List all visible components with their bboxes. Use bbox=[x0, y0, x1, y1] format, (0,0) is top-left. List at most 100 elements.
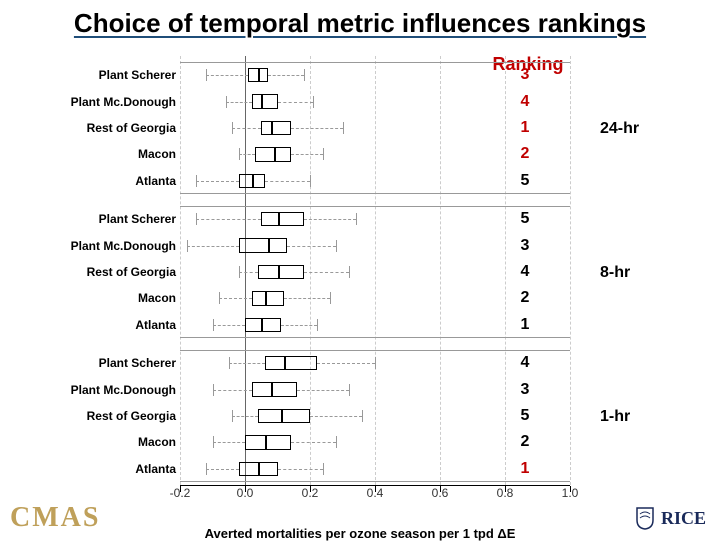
box-part bbox=[187, 240, 188, 252]
xtick-label: 0.0 bbox=[237, 486, 254, 500]
panel-label: 24-hr bbox=[600, 120, 639, 138]
box-part bbox=[213, 390, 252, 391]
box-part bbox=[258, 68, 260, 83]
box-part bbox=[281, 409, 283, 424]
box-part bbox=[281, 325, 317, 326]
box-part bbox=[278, 265, 280, 280]
box-part bbox=[343, 122, 344, 134]
panel-label: 8-hr bbox=[600, 264, 630, 282]
box-part bbox=[213, 325, 246, 326]
box-part bbox=[284, 298, 330, 299]
box-part bbox=[317, 319, 318, 331]
box-part bbox=[239, 266, 240, 278]
category-label: Atlanta bbox=[6, 462, 176, 476]
box-part bbox=[261, 121, 290, 136]
xtick-label: 0.6 bbox=[432, 486, 449, 500]
box-part bbox=[206, 75, 248, 76]
box-part bbox=[258, 265, 304, 280]
category-label: Plant Mc.Donough bbox=[6, 239, 176, 253]
rank-value: 1 bbox=[500, 316, 550, 334]
box-part bbox=[252, 94, 278, 109]
box-part bbox=[323, 148, 324, 160]
box-part bbox=[336, 436, 337, 448]
box-part bbox=[232, 128, 261, 129]
panel-label: 1-hr bbox=[600, 408, 630, 426]
box-part bbox=[268, 238, 270, 253]
box-part bbox=[258, 462, 260, 477]
box-part bbox=[265, 356, 317, 371]
xtick-label: 0.2 bbox=[302, 486, 319, 500]
box-part bbox=[291, 154, 324, 155]
box-part bbox=[219, 298, 252, 299]
box-part bbox=[252, 174, 254, 189]
box-part bbox=[239, 238, 288, 253]
gridline bbox=[570, 56, 571, 485]
category-label: Plant Mc.Donough bbox=[6, 383, 176, 397]
box-part bbox=[271, 121, 273, 136]
box-part bbox=[226, 102, 252, 103]
category-label: Macon bbox=[6, 435, 176, 449]
box-part bbox=[229, 357, 230, 369]
box-part bbox=[313, 96, 314, 108]
box-part bbox=[265, 181, 311, 182]
cmas-logo: CMAS bbox=[10, 502, 100, 534]
box-part bbox=[239, 154, 255, 155]
box-part bbox=[310, 416, 362, 417]
box-part bbox=[278, 469, 324, 470]
rank-value: 2 bbox=[500, 433, 550, 451]
box-part bbox=[304, 272, 350, 273]
xtick-label: -0.2 bbox=[170, 486, 191, 500]
rank-value: 1 bbox=[500, 460, 550, 478]
rank-value: 5 bbox=[500, 172, 550, 190]
box-part bbox=[226, 96, 227, 108]
box-part bbox=[271, 382, 273, 397]
rank-value: 4 bbox=[500, 354, 550, 372]
rank-value: 1 bbox=[500, 119, 550, 137]
box-part bbox=[278, 212, 280, 227]
box-part bbox=[291, 442, 337, 443]
xtick-label: 0.8 bbox=[497, 486, 514, 500]
box-part bbox=[239, 272, 259, 273]
rank-value: 4 bbox=[500, 93, 550, 111]
box-part bbox=[213, 436, 214, 448]
box-part bbox=[213, 319, 214, 331]
box-part bbox=[187, 246, 239, 247]
box-part bbox=[196, 181, 238, 182]
box-part bbox=[196, 219, 261, 220]
box-part bbox=[232, 416, 258, 417]
box-part bbox=[261, 212, 303, 227]
rank-value: 3 bbox=[500, 66, 550, 84]
category-label: Macon bbox=[6, 291, 176, 305]
category-label: Plant Scherer bbox=[6, 356, 176, 370]
box-part bbox=[356, 213, 357, 225]
category-label: Rest of Georgia bbox=[6, 409, 176, 423]
box-part bbox=[265, 435, 267, 450]
category-label: Macon bbox=[6, 147, 176, 161]
rank-value: 3 bbox=[500, 381, 550, 399]
box-part bbox=[349, 266, 350, 278]
page-title: Choice of temporal metric influences ran… bbox=[0, 0, 720, 41]
box-part bbox=[252, 291, 285, 306]
x-axis-label: Averted mortalities per ozone season per… bbox=[0, 526, 720, 541]
rank-value: 2 bbox=[500, 145, 550, 163]
box-part bbox=[245, 435, 291, 450]
box-part bbox=[304, 219, 356, 220]
rank-value: 3 bbox=[500, 237, 550, 255]
category-label: Plant Mc.Donough bbox=[6, 95, 176, 109]
shield-icon bbox=[635, 506, 655, 530]
box-part bbox=[219, 292, 220, 304]
box-part bbox=[258, 409, 310, 424]
rice-text: RICE bbox=[661, 508, 706, 529]
box-part bbox=[304, 69, 305, 81]
box-part bbox=[213, 384, 214, 396]
box-part bbox=[310, 175, 311, 187]
box-part bbox=[206, 69, 207, 81]
box-part bbox=[375, 357, 376, 369]
box-part bbox=[239, 148, 240, 160]
box-part bbox=[330, 292, 331, 304]
box-part bbox=[287, 246, 336, 247]
rank-value: 5 bbox=[500, 210, 550, 228]
box-part bbox=[362, 410, 363, 422]
box-part bbox=[336, 240, 337, 252]
category-label: Plant Scherer bbox=[6, 68, 176, 82]
